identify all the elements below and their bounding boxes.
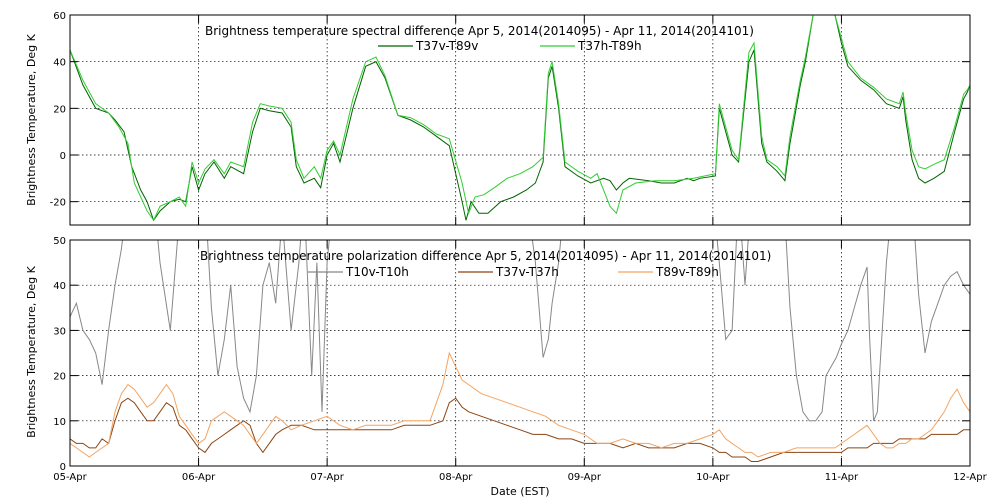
y-tick-label: 30: [53, 326, 66, 337]
plot-frame: [69, 14, 971, 226]
polarization-difference-panel: 0 10 20 30 40 50 Brightness temperature polar…: [25, 236, 971, 473]
x-tick-label: 11-Apr: [825, 472, 859, 483]
y-tick-label: 40: [53, 281, 66, 292]
x-tick-label: 10-Apr: [696, 472, 730, 483]
spectral-difference-panel: -20 0 20 40 60 Brightness temperature spectr…: [25, 11, 971, 226]
legend-label: T37h-T89h: [577, 39, 642, 53]
series-line-t37h-t89h: [70, 15, 970, 222]
x-tick-label: 12-Apr: [953, 472, 987, 483]
x-tick-label: 06-Apr: [182, 472, 216, 483]
legend-label: T37v-T89v: [415, 39, 478, 53]
y-tick-label: 10: [53, 417, 66, 428]
polarization-difference-title: Brightness temperature polarization diff…: [200, 249, 771, 263]
x-axis-title: Date (EST): [490, 485, 549, 498]
series-line-t89v-t89h: [70, 351, 970, 458]
y-tick-label: -20: [50, 198, 66, 209]
y-tick-label: 40: [53, 58, 66, 69]
legend-label: T37v-T37h: [495, 265, 559, 279]
y-tick-label: 20: [53, 104, 66, 115]
spectral-difference-legend: T37v-T89v T37h-T89h: [378, 39, 642, 53]
polarization-difference-legend: T10v-T10h T37v-T37h T89v-T89h: [308, 265, 719, 279]
series-line-t37v-t89v: [70, 15, 970, 222]
spectral-difference-plot-area: -20 0 20 40 60: [50, 11, 971, 226]
plot-frame: [69, 239, 971, 467]
x-axis: 05-Apr 06-Apr 07-Apr 08-Apr 09-Apr 10-Apr 11-A…: [53, 472, 987, 483]
y-tick-label: 0: [60, 462, 66, 473]
x-tick-label: 09-Apr: [568, 472, 602, 483]
spectral-difference-title: Brightness temperature spectral differen…: [205, 24, 754, 38]
spectral-difference-y-axis-title: Brightness Temperature, Deg K: [25, 33, 38, 205]
x-tick-label: 07-Apr: [310, 472, 344, 483]
y-tick-label: 60: [53, 11, 66, 22]
x-tick-label: 05-Apr: [53, 472, 87, 483]
legend-label: T89v-T89h: [655, 265, 719, 279]
legend-label: T10v-T10h: [345, 265, 409, 279]
x-tick-label: 08-Apr: [439, 472, 473, 483]
y-tick-label: 0: [60, 151, 66, 162]
y-tick-label: 50: [53, 236, 66, 247]
polarization-difference-plot-area: 0 10 20 30 40 50: [53, 236, 971, 473]
y-tick-label: 20: [53, 372, 66, 383]
polarization-difference-y-axis-title: Brightness Temperature, Deg K: [25, 265, 38, 437]
series-line-t10v-t10h: [70, 240, 970, 422]
series-line-t37v-t37h: [70, 397, 970, 462]
